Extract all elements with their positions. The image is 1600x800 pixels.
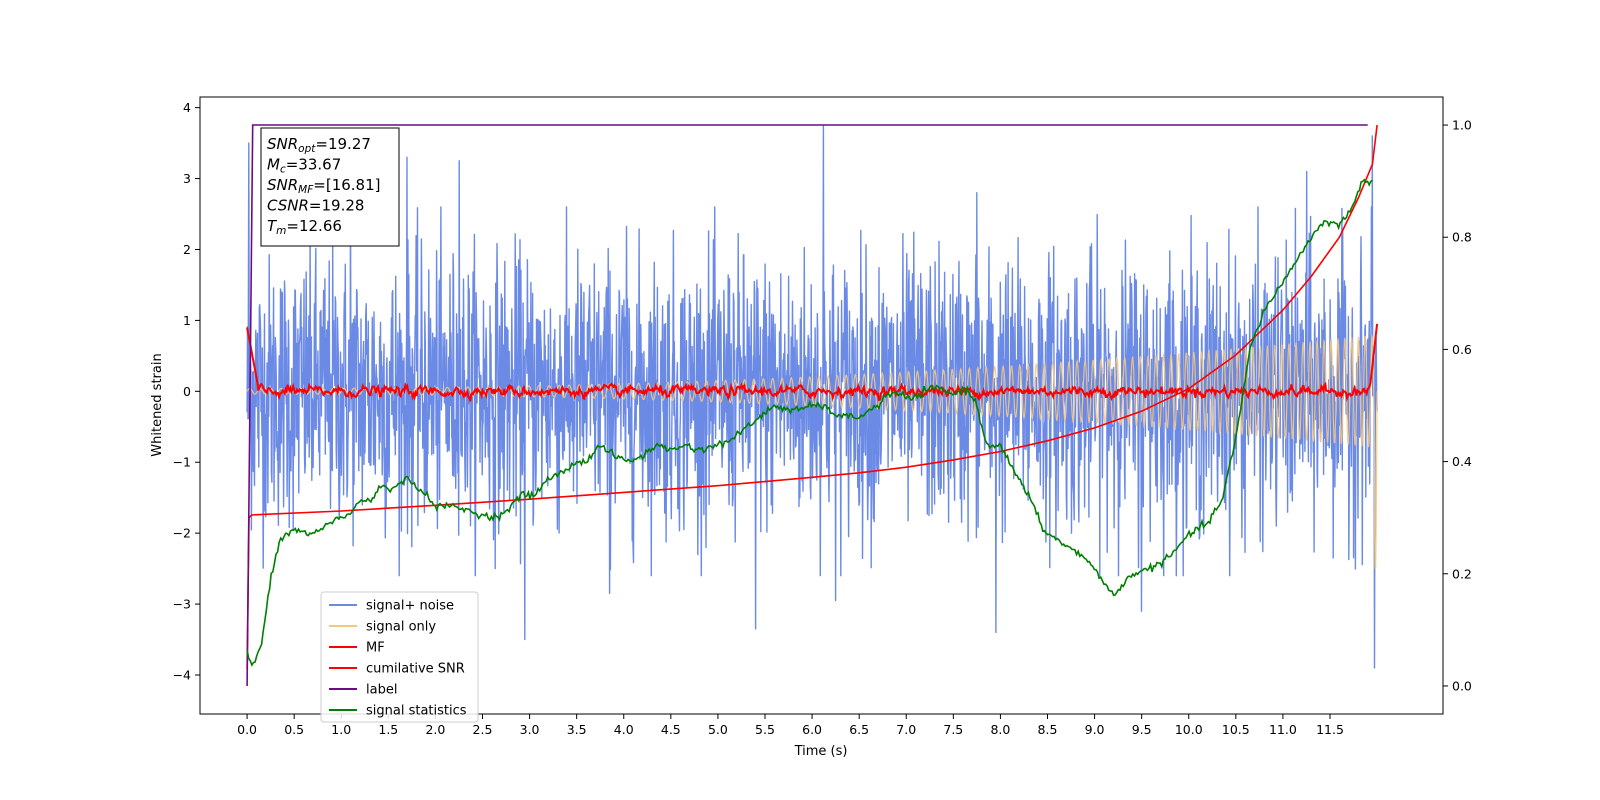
x-tick-label: 9.5 <box>1132 722 1152 737</box>
y2-tick-label: 0.2 <box>1452 566 1472 581</box>
x-tick-label: 0.5 <box>284 722 304 737</box>
y-tick-label: 2 <box>183 242 191 257</box>
stats-line: Mc=33.67 <box>267 156 341 176</box>
stats-line: CSNR=19.28 <box>267 197 364 215</box>
y-tick-label: −3 <box>173 597 191 612</box>
y-tick-label: −4 <box>173 667 191 682</box>
stats-box: SNRopt=19.27Mc=33.67SNRMF=[16.81]CSNR=19… <box>260 127 400 247</box>
legend-entry: MF <box>366 641 385 656</box>
x-tick-label: 8.0 <box>990 722 1010 737</box>
x-tick-label: 11.5 <box>1316 722 1344 737</box>
series-layer <box>246 124 1379 687</box>
x-tick-label: 7.0 <box>896 722 916 737</box>
y2-tick-label: 0.6 <box>1452 342 1472 357</box>
x-tick-label: 9.0 <box>1085 722 1105 737</box>
y2-tick-label: 0.0 <box>1452 678 1472 693</box>
axes-layer: 0.0 0.5 1.0 1.5 2.0 2.5 3.0 3.5 4.0 4.5 5.0 5.5 6.0 6… <box>173 100 1472 737</box>
legend-entry: label <box>366 683 397 698</box>
x-tick-label: 6.0 <box>802 722 822 737</box>
y-tick-label: −1 <box>173 455 191 470</box>
legend-frame <box>320 591 479 723</box>
series-mf <box>246 323 1379 402</box>
x-tick-label: 2.5 <box>473 722 493 737</box>
y-tick-label: 3 <box>183 171 191 186</box>
x-tick-label: 2.0 <box>425 722 445 737</box>
y-tick-label: 0 <box>183 384 191 399</box>
plot-frame <box>199 96 1444 715</box>
legend-entry: signal statistics <box>366 704 467 719</box>
x-tick-label: 8.5 <box>1038 722 1058 737</box>
x-tick-label: 10.0 <box>1175 722 1203 737</box>
x-tick-label: 7.5 <box>943 722 963 737</box>
legend-entry: cumilative SNR <box>366 662 465 677</box>
x-tick-label: 10.5 <box>1222 722 1250 737</box>
legend-entry: signal only <box>366 620 436 635</box>
x-tick-label: 1.0 <box>331 722 351 737</box>
x-tick-label: 11.0 <box>1269 722 1297 737</box>
y-tick-label: −2 <box>173 526 191 541</box>
x-axis-label: Time (s) <box>794 744 848 759</box>
series-cumulative-snr <box>246 124 1378 670</box>
y-axis-label: Whitened strain <box>150 353 165 456</box>
y2-tick-label: 0.4 <box>1452 454 1472 469</box>
series-label <box>246 124 1368 687</box>
x-tick-label: 0.0 <box>237 722 257 737</box>
x-tick-label: 5.5 <box>755 722 775 737</box>
x-tick-label: 3.0 <box>520 722 540 737</box>
stats-line: SNRMF=[16.81] <box>267 176 381 196</box>
y-tick-label: 1 <box>183 313 191 328</box>
stats-box-frame <box>260 127 400 247</box>
legend: signal+ noise signal only MF cumilative SNR… <box>320 591 479 723</box>
x-tick-label: 3.5 <box>567 722 587 737</box>
series-signal-statistics <box>246 178 1373 667</box>
x-tick-label: 1.5 <box>378 722 398 737</box>
x-tick-label: 4.5 <box>661 722 681 737</box>
legend-entry: signal+ noise <box>366 599 454 614</box>
stats-line: Tm=12.66 <box>267 217 342 237</box>
y2-tick-label: 1.0 <box>1452 118 1472 133</box>
x-tick-label: 6.5 <box>849 722 869 737</box>
stats-line: SNRopt=19.27 <box>267 135 371 155</box>
y-tick-label: 4 <box>183 100 191 115</box>
y2-tick-label: 0.8 <box>1452 230 1472 245</box>
x-tick-label: 4.0 <box>614 722 634 737</box>
x-tick-label: 5.0 <box>708 722 728 737</box>
